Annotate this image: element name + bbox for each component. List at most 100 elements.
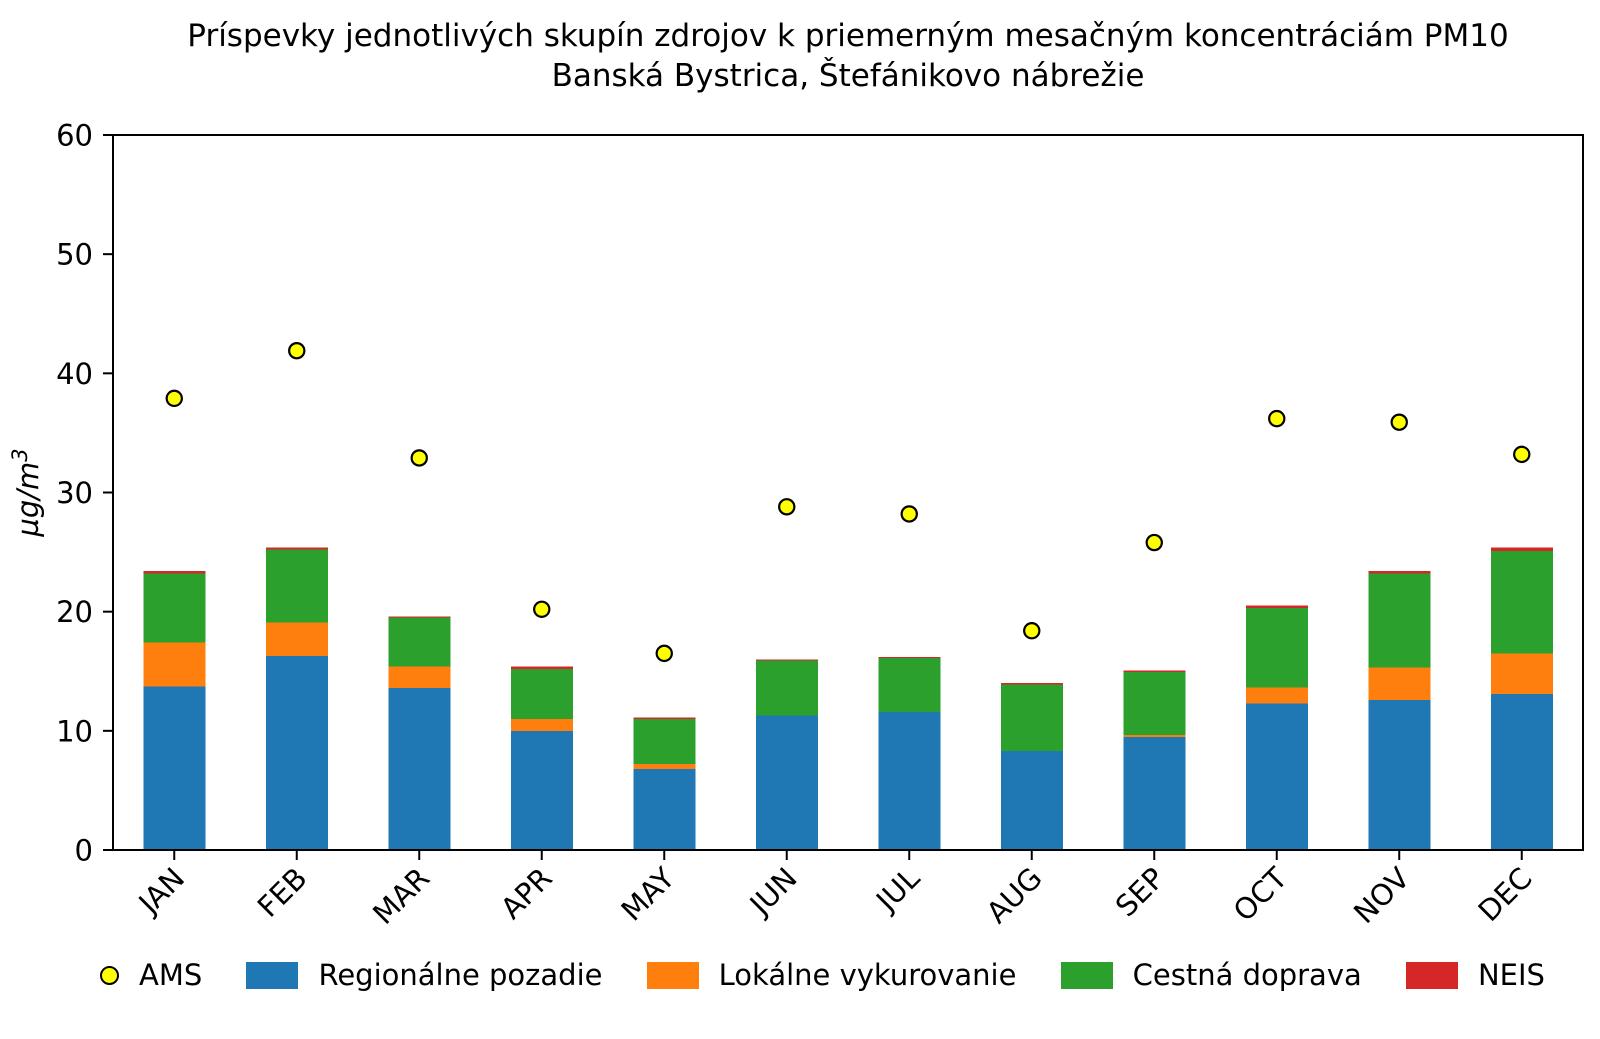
bar-segment-OCT-cestna-doprava — [1245, 608, 1308, 688]
bar-segment-AUG-neis — [1000, 683, 1063, 685]
y-tick-label: 10 — [56, 714, 93, 748]
regionalne-pozadie-swatch-icon — [246, 961, 299, 989]
chart-title-line-2: Banská Bystrica, Štefánikovo nábrežie — [551, 58, 1145, 94]
bar-segment-SEP-cestna-doprava — [1123, 671, 1186, 736]
x-axis: JAN FEB MAR APR MAY JUN JUL AUG SEP OCT NOV DEC — [131, 850, 1539, 931]
bar-segment-SEP-lokalne-vykurovanie — [1123, 735, 1186, 737]
bar-segment-MAR-cestna-doprava — [388, 617, 451, 667]
legend-label-lokalne-vykurovanie: Lokálne vykurovanie — [718, 958, 1017, 992]
bar-segment-MAR-lokalne-vykurovanie — [388, 666, 451, 688]
y-tick-label: 30 — [56, 476, 93, 510]
bar-segment-AUG-cestna-doprava — [1000, 684, 1063, 752]
legend-label-neis: NEIS — [1477, 958, 1545, 992]
y-axis-label: µg/m3 — [8, 448, 45, 537]
bar-segment-DEC-regionalne-pozadie — [1490, 693, 1553, 850]
bar-segment-OCT-neis — [1245, 605, 1308, 609]
bar-segment-OCT-lokalne-vykurovanie — [1245, 687, 1308, 704]
bar-segment-APR-lokalne-vykurovanie — [510, 718, 573, 731]
x-tick-label-MAR: MAR — [366, 861, 436, 931]
x-tick-label-AUG: AUG — [980, 861, 1049, 930]
ams-point-JAN — [165, 389, 183, 408]
y-tick-label: 40 — [56, 357, 93, 391]
y-tick-label: 0 — [75, 834, 93, 868]
legend-item-lokalne-vykurovanie: Lokálne vykurovanie — [646, 958, 1017, 992]
bar-segment-JAN-neis — [143, 571, 206, 574]
bar-segment-OCT-regionalne-pozadie — [1245, 703, 1308, 850]
ams-point-APR — [533, 600, 551, 618]
ams-point-FEB — [288, 341, 306, 360]
y-tick-label: 20 — [56, 595, 93, 629]
bar-segment-DEC-neis — [1490, 547, 1553, 551]
ams-point-JUL — [900, 505, 918, 523]
bar-segment-JUN-neis — [755, 659, 818, 661]
ams-point-MAR — [410, 449, 428, 467]
x-tick-label-SEP: SEP — [1109, 861, 1171, 923]
x-tick-label-FEB: FEB — [251, 861, 314, 924]
bar-segment-APR-neis — [510, 666, 573, 669]
bar-segment-FEB-cestna-doprava — [265, 549, 328, 623]
legend-label-regionalne-pozadie: Regionálne pozadie — [318, 958, 603, 992]
x-tick-label-JAN: JAN — [131, 861, 192, 922]
bar-segment-SEP-neis — [1123, 670, 1186, 672]
legend-item-regionalne-pozadie: Regionálne pozadie — [246, 958, 602, 992]
lokalne-vykurovanie-swatch-icon — [646, 961, 699, 989]
bar-segment-NOV-cestna-doprava — [1368, 573, 1431, 668]
legend-item-ams: AMS — [100, 958, 202, 992]
bar-segment-MAY-neis — [633, 717, 696, 719]
bar-segment-JUL-cestna-doprava — [878, 658, 941, 712]
legend: AMS Regionálne pozadie Lokálne vykurovanie… — [100, 950, 1545, 1000]
bar-segment-NOV-lokalne-vykurovanie — [1368, 667, 1431, 700]
x-tick-label-OCT: OCT — [1227, 861, 1294, 928]
ams-marker-icon — [100, 965, 119, 985]
bar-segment-NOV-neis — [1368, 571, 1431, 574]
bar-segment-JUN-regionalne-pozadie — [755, 715, 818, 850]
chart-title: Príspevky jednotlivých skupín zdrojov k … — [113, 16, 1583, 96]
legend-label-ams: AMS — [139, 958, 203, 992]
bar-segment-MAY-cestna-doprava — [633, 718, 696, 765]
ams-point-NOV — [1390, 413, 1408, 431]
bar-segment-MAR-regionalne-pozadie — [388, 687, 451, 850]
ams-point-AUG — [1023, 622, 1041, 640]
x-tick-label-MAY: MAY — [614, 861, 681, 928]
y-tick-label: 50 — [56, 238, 93, 272]
ams-point-JUN — [778, 498, 796, 516]
legend-label-cestna-doprava: Cestná doprava — [1132, 958, 1362, 992]
bar-segment-MAR-neis — [388, 616, 451, 618]
bar-segment-AUG-regionalne-pozadie — [1000, 751, 1063, 850]
bar-segment-JUN-cestna-doprava — [755, 660, 818, 716]
bar-segment-APR-cestna-doprava — [510, 668, 573, 719]
plot-border — [112, 134, 1584, 851]
bar-segment-NOV-regionalne-pozadie — [1368, 699, 1431, 850]
bar-segment-SEP-regionalne-pozadie — [1123, 736, 1186, 850]
bar-segment-FEB-lokalne-vykurovanie — [265, 622, 328, 656]
bars-group — [143, 547, 1553, 850]
x-tick-label-JUL: JUL — [868, 861, 926, 919]
ams-point-OCT — [1268, 409, 1286, 428]
scatter-group — [165, 341, 1531, 663]
bar-segment-JUL-regionalne-pozadie — [878, 711, 941, 850]
x-tick-label-JUN: JUN — [742, 861, 804, 923]
bar-segment-JAN-regionalne-pozadie — [143, 686, 206, 850]
bar-segment-MAY-regionalne-pozadie — [633, 768, 696, 850]
ams-point-SEP — [1145, 533, 1163, 552]
x-tick-label-APR: APR — [494, 861, 559, 926]
bar-segment-JUL-neis — [878, 656, 941, 659]
bar-segment-JAN-lokalne-vykurovanie — [143, 642, 206, 687]
bar-segment-DEC-cestna-doprava — [1490, 550, 1553, 654]
bar-segment-DEC-lokalne-vykurovanie — [1490, 653, 1553, 694]
bar-segment-FEB-neis — [265, 547, 328, 550]
ams-point-DEC — [1513, 445, 1531, 464]
cestna-doprava-swatch-icon — [1060, 961, 1113, 989]
y-axis: 0 10 20 30 40 50 60 — [56, 119, 113, 868]
bar-segment-FEB-regionalne-pozadie — [265, 655, 328, 850]
bar-segment-APR-regionalne-pozadie — [510, 730, 573, 850]
bar-segment-MAY-lokalne-vykurovanie — [633, 764, 696, 769]
ams-point-MAY — [655, 644, 673, 663]
neis-swatch-icon — [1405, 961, 1458, 989]
x-tick-label-NOV: NOV — [1347, 861, 1416, 930]
y-tick-label: 60 — [56, 119, 93, 153]
x-tick-label-DEC: DEC — [1472, 861, 1539, 928]
bar-segment-JAN-cestna-doprava — [143, 573, 206, 643]
